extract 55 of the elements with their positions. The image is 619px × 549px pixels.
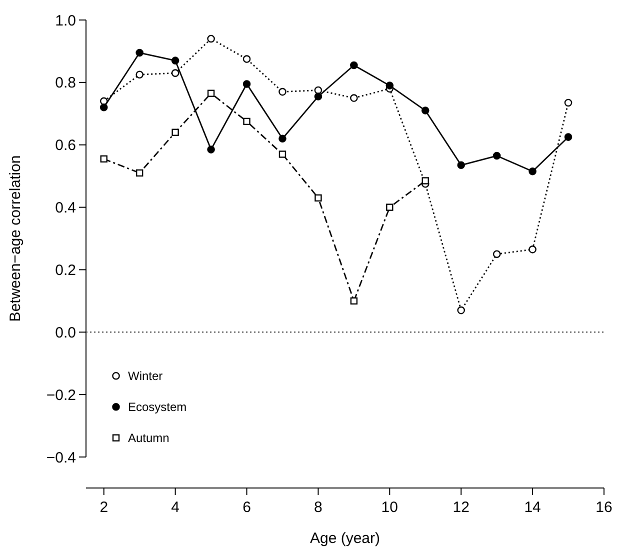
point — [457, 306, 466, 314]
point — [528, 167, 536, 176]
y-axis-title: Between−age correlation — [7, 155, 24, 322]
point — [207, 34, 215, 43]
x-tick-label: 16 — [596, 499, 612, 516]
y-tick-label: 0.6 — [55, 137, 76, 154]
point — [100, 155, 108, 163]
point — [171, 69, 180, 77]
point — [207, 90, 215, 97]
point — [492, 152, 501, 160]
point — [564, 98, 572, 107]
point — [136, 48, 144, 57]
point — [350, 61, 358, 70]
y-tick-label: 1.0 — [55, 12, 76, 30]
point — [422, 177, 429, 184]
point — [136, 169, 144, 177]
x-tick-label: 8 — [314, 499, 322, 516]
point — [386, 82, 394, 90]
y-tick-label: −0.4 — [46, 449, 76, 466]
x-tick-label: 14 — [524, 499, 541, 516]
point — [278, 88, 286, 96]
x-tick-label: 2 — [100, 499, 108, 516]
point — [172, 128, 179, 136]
x-tick-label: 6 — [242, 499, 251, 516]
y-tick-label: −0.2 — [46, 386, 76, 404]
legend-label: Winter — [128, 369, 163, 384]
point — [100, 104, 108, 112]
point — [492, 250, 501, 258]
x-tick-label: 4 — [171, 499, 180, 516]
y-tick-label: 0.0 — [55, 324, 76, 342]
point — [314, 194, 322, 202]
point — [457, 161, 466, 170]
point — [278, 150, 286, 158]
point — [528, 246, 536, 254]
legend-label: Autumn — [128, 431, 170, 446]
point — [421, 106, 430, 114]
point — [136, 70, 144, 79]
point — [207, 146, 215, 154]
point — [243, 118, 250, 126]
y-tick-label: 0.2 — [55, 262, 76, 279]
point — [564, 133, 572, 141]
y-tick-label: 0.8 — [55, 74, 76, 92]
point — [278, 134, 286, 143]
y-tick-label: 0.4 — [55, 200, 76, 217]
point — [350, 297, 358, 305]
x-tick-label: 10 — [381, 499, 398, 516]
point — [242, 80, 251, 88]
x-axis-title: Age (year) — [310, 530, 380, 547]
x-tick-label: 12 — [452, 499, 470, 516]
point — [314, 92, 322, 100]
point — [171, 56, 180, 64]
legend-label: Ecosystem — [128, 400, 187, 414]
point — [386, 204, 394, 211]
point — [242, 55, 251, 63]
point — [350, 94, 358, 102]
